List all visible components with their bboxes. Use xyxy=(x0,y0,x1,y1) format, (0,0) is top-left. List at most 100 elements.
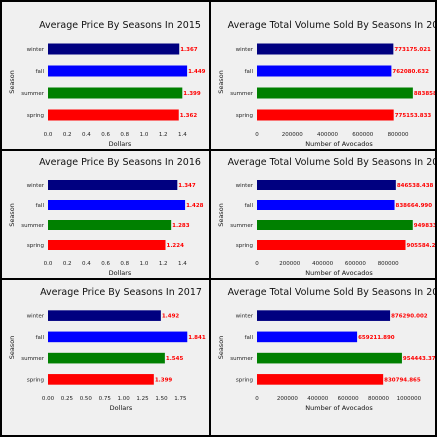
bar-value-label: 659211.890 xyxy=(358,335,395,341)
y-axis-label: Season xyxy=(217,203,225,227)
x-tick-label: 0.0 xyxy=(44,132,53,138)
x-tick-label: 0.0 xyxy=(44,261,53,267)
x-tick-label: 0.6 xyxy=(101,132,110,138)
chart-svg: Average Total Volume Sold By Seasons In … xyxy=(217,287,435,412)
y-tick-label: winter xyxy=(236,183,254,189)
bar xyxy=(48,352,165,364)
bar-value-label: 773175.021 xyxy=(394,47,431,53)
x-tick-label: 0 xyxy=(255,396,259,402)
bar-value-label: 1.362 xyxy=(180,113,198,119)
bar-value-label: 846538.438 xyxy=(397,183,434,189)
chart-title: Average Total Volume Sold By Seasons In … xyxy=(228,20,435,31)
x-tick-label: 1.00 xyxy=(118,396,131,402)
bar xyxy=(257,240,406,250)
bar xyxy=(48,374,154,385)
x-tick-label: 1.2 xyxy=(159,261,168,267)
bar xyxy=(48,240,166,250)
bar xyxy=(257,43,394,55)
x-tick-label: 0.50 xyxy=(80,396,93,402)
bar-value-label: 1.545 xyxy=(166,356,184,362)
x-tick-label: 800000 xyxy=(368,396,389,402)
bar-value-label: 830794.865 xyxy=(384,377,421,383)
x-tick-label: 200000 xyxy=(282,132,303,138)
y-tick-label: spring xyxy=(236,113,253,119)
chart-title: Average Price By Seasons In 2015 xyxy=(39,20,201,31)
bar-value-label: 1.399 xyxy=(183,91,201,97)
bar-value-label: 838664.990 xyxy=(396,203,433,209)
x-tick-label: 0.00 xyxy=(42,396,55,402)
bar xyxy=(257,352,402,364)
y-tick-label: spring xyxy=(236,243,253,249)
x-tick-label: 400000 xyxy=(317,132,338,138)
x-tick-label: 600000 xyxy=(345,261,366,267)
bar-value-label: 905584.278 xyxy=(407,243,435,249)
bar xyxy=(257,331,358,343)
bar-value-label: 1.428 xyxy=(186,203,204,209)
y-tick-label: fall xyxy=(245,335,254,341)
x-tick-label: 200000 xyxy=(279,261,300,267)
x-tick-label: 400000 xyxy=(307,396,328,402)
bar-value-label: 1.347 xyxy=(178,183,196,189)
y-tick-label: fall xyxy=(36,203,45,209)
x-tick-label: 400000 xyxy=(312,261,333,267)
bar xyxy=(257,200,395,210)
chart-panel-price-2016: Average Price By Seasons In 2016 Season Do… xyxy=(0,149,211,280)
y-axis-label: Season xyxy=(8,336,16,360)
y-tick-label: spring xyxy=(236,377,253,383)
chart-panel-volume-2017: Average Total Volume Sold By Seasons In … xyxy=(209,278,437,437)
chart-panel-volume-2016: Average Total Volume Sold By Seasons In … xyxy=(209,149,437,280)
y-tick-label: spring xyxy=(27,113,44,119)
x-axis-label: Number of Avocados xyxy=(305,140,373,148)
y-axis-label: Season xyxy=(217,336,225,360)
x-tick-label: 0.4 xyxy=(82,132,91,138)
bar-value-label: 762080.632 xyxy=(392,69,429,75)
x-tick-label: 0.8 xyxy=(120,261,129,267)
bar-value-label: 1.841 xyxy=(188,335,206,341)
y-axis-label: Season xyxy=(8,70,16,94)
x-tick-label: 1000000 xyxy=(397,396,422,402)
bar xyxy=(48,331,188,343)
bar xyxy=(48,87,183,99)
x-tick-label: 1.0 xyxy=(140,132,149,138)
x-tick-label: 0 xyxy=(255,132,259,138)
x-axis-label: Dollars xyxy=(110,404,133,412)
y-tick-label: summer xyxy=(230,223,253,229)
x-tick-label: 1.25 xyxy=(136,396,149,402)
chart-svg: Average Total Volume Sold By Seasons In … xyxy=(217,20,435,148)
bar xyxy=(48,43,180,55)
y-tick-label: summer xyxy=(21,356,44,362)
y-tick-label: fall xyxy=(245,69,254,75)
x-tick-label: 1.50 xyxy=(155,396,168,402)
bar-value-label: 883858.203 xyxy=(414,91,435,97)
bar xyxy=(48,220,172,230)
bar-value-label: 954443.374 xyxy=(403,356,435,362)
bar xyxy=(48,200,186,210)
y-tick-label: winter xyxy=(27,314,45,320)
chart-panel-price-2017: Average Price By Seasons In 2017 Season Do… xyxy=(0,278,211,437)
x-tick-label: 0.6 xyxy=(101,261,110,267)
x-tick-label: 0.25 xyxy=(61,396,74,402)
y-tick-label: spring xyxy=(27,243,44,249)
bar-value-label: 1.399 xyxy=(155,377,173,383)
x-tick-label: 200000 xyxy=(277,396,298,402)
y-tick-label: spring xyxy=(27,377,44,383)
x-tick-label: 1.75 xyxy=(174,396,187,402)
x-tick-label: 0.4 xyxy=(82,261,91,267)
y-tick-label: winter xyxy=(27,47,45,53)
x-tick-label: 1.4 xyxy=(178,132,187,138)
bar xyxy=(257,65,392,77)
y-tick-label: fall xyxy=(36,69,45,75)
bar-value-label: 876290.002 xyxy=(391,314,428,320)
y-tick-label: summer xyxy=(21,223,44,229)
y-tick-label: winter xyxy=(236,314,254,320)
chart-title: Average Total Volume Sold By Seasons In … xyxy=(228,157,435,168)
chart-panel-price-2015: Average Price By Seasons In 2015 Season Do… xyxy=(0,0,211,151)
y-tick-label: fall xyxy=(36,335,45,341)
x-axis-label: Dollars xyxy=(109,140,132,148)
bar-value-label: 1.224 xyxy=(167,243,185,249)
x-axis-label: Dollars xyxy=(109,269,132,277)
chart-svg: Average Price By Seasons In 2016 Season Do… xyxy=(8,157,204,277)
chart-svg: Average Total Volume Sold By Seasons In … xyxy=(217,157,435,277)
chart-title: Average Total Volume Sold By Seasons In … xyxy=(228,287,435,298)
bar-value-label: 775153.833 xyxy=(395,113,432,119)
